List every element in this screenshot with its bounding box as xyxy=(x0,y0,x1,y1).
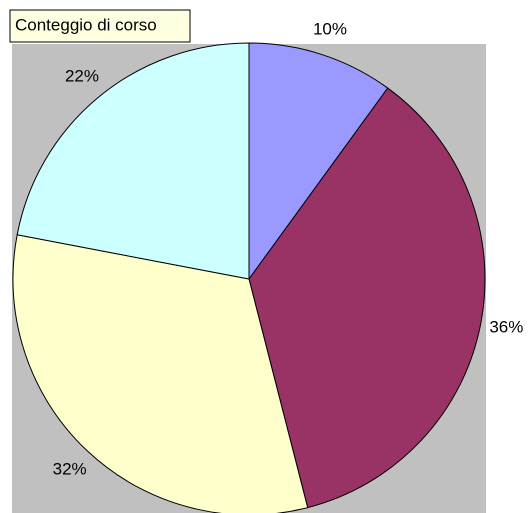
chart-title: Conteggio di corso xyxy=(15,15,157,34)
pie-slice xyxy=(248,87,486,509)
pie-slice xyxy=(16,42,250,280)
data-label: 36% xyxy=(489,318,523,337)
pie-slice xyxy=(248,42,389,281)
data-label: 22% xyxy=(65,67,99,86)
title-box xyxy=(9,9,191,43)
pie xyxy=(12,42,486,513)
pie-slice xyxy=(12,234,309,513)
data-label: 10% xyxy=(313,19,347,38)
data-label: 32% xyxy=(53,459,87,478)
